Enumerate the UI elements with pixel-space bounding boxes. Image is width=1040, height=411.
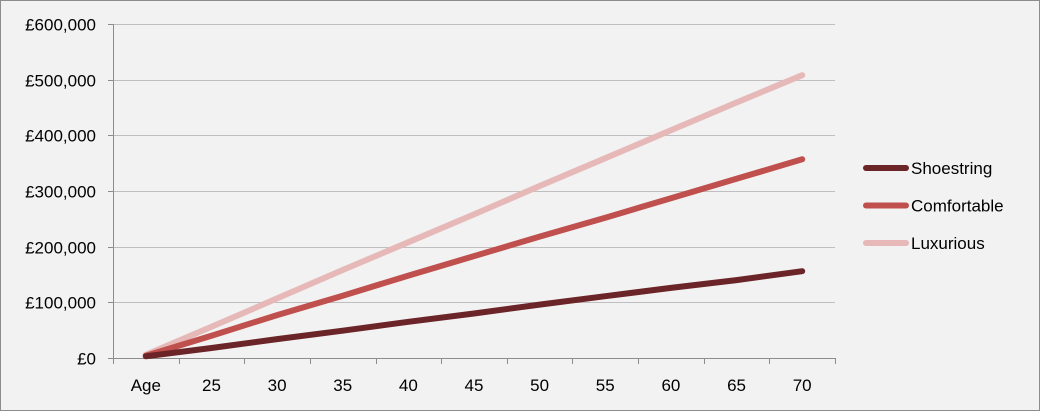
- x-tick-label: 25: [202, 376, 221, 395]
- x-tick-label: 70: [793, 376, 812, 395]
- x-tick-label: 40: [399, 376, 418, 395]
- axes: [108, 24, 836, 364]
- legend-label-luxurious: Luxurious: [911, 234, 985, 253]
- x-tick-label: 50: [530, 376, 549, 395]
- y-axis-tick-labels: £0 £100,000 £200,000 £300,000 £400,000 £500,0…: [25, 16, 96, 369]
- series-lines: [142, 72, 806, 360]
- series-line-luxurious: [142, 72, 806, 358]
- legend-label-comfortable: Comfortable: [911, 197, 1004, 216]
- y-tick-label: £300,000: [25, 183, 96, 202]
- y-tick-label: £0: [77, 350, 96, 369]
- gridlines: [113, 24, 835, 303]
- legend: Shoestring Comfortable Luxurious: [863, 159, 1004, 253]
- series-line-comfortable: [142, 156, 806, 359]
- y-tick-label: £200,000: [25, 239, 96, 258]
- legend-label-shoestring: Shoestring: [911, 159, 992, 178]
- x-tick-label: 55: [596, 376, 615, 395]
- x-tick-label: Age: [131, 376, 161, 395]
- x-tick-label: 35: [333, 376, 352, 395]
- x-tick-label: 65: [727, 376, 746, 395]
- y-tick-label: £600,000: [25, 16, 96, 35]
- series-line-shoestring: [142, 268, 806, 360]
- x-axis-tick-labels: Age 25 30 35 40 45 50 55 60 65 70: [131, 376, 812, 395]
- x-tick-label: 45: [465, 376, 484, 395]
- x-tick-label: 30: [268, 376, 287, 395]
- y-tick-label: £500,000: [25, 72, 96, 91]
- x-tick-label: 60: [661, 376, 680, 395]
- y-tick-label: £100,000: [25, 294, 96, 313]
- y-tick-label: £400,000: [25, 127, 96, 146]
